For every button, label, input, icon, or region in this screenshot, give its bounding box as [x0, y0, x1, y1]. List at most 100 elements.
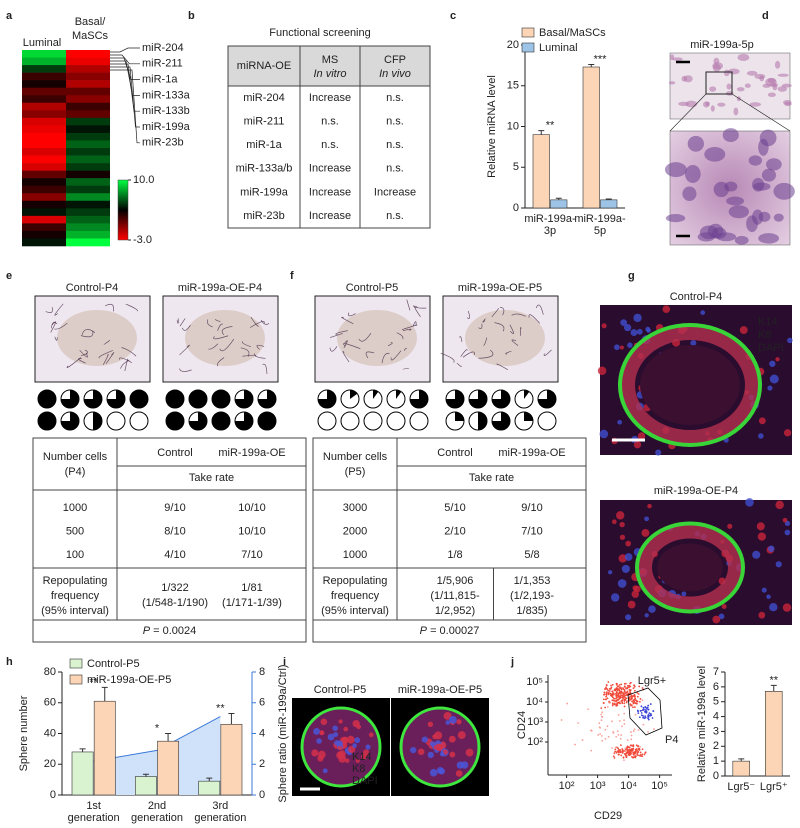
event-dot: [615, 735, 618, 738]
nucleus: [341, 736, 349, 743]
event-dot: [608, 691, 610, 694]
x-tick-label: miR-199a-: [574, 213, 626, 225]
heatmap-cell: [22, 102, 66, 111]
duct-k8: [638, 524, 742, 611]
event-dot: [642, 723, 645, 726]
duct: [381, 352, 390, 364]
event-dot: [614, 746, 617, 749]
y-tick-label: 5: [713, 696, 719, 708]
x-tick-label: Lgr5⁺: [760, 781, 788, 793]
bar: [198, 780, 221, 796]
nucleus: [775, 500, 784, 510]
colorbar-tick-label: 10.0: [133, 174, 154, 186]
table-cell: 1/835): [516, 605, 547, 617]
event-dot: [607, 701, 610, 704]
heatmap-cell: [66, 102, 110, 111]
table-border: [227, 45, 431, 229]
event-dot: [613, 752, 616, 755]
heatmap-cell: [22, 117, 66, 126]
table-cell: 1/5,906: [437, 575, 474, 587]
bar: [765, 691, 783, 777]
take-rate-sector: [524, 390, 530, 399]
duct: [505, 350, 512, 355]
y-axis-label: Relative miR-199a level: [696, 666, 708, 782]
nucleus: [456, 719, 462, 725]
event-dot: [602, 702, 605, 704]
duct: [520, 327, 522, 336]
nucleus: [697, 232, 715, 242]
event-dot: [653, 728, 655, 730]
heatmap-cell: [22, 185, 66, 194]
table-cell: n.s.: [321, 139, 339, 151]
event-dot: [644, 710, 647, 713]
table-cell: (1/11,815-: [430, 590, 480, 602]
nucleus: [752, 550, 761, 559]
cell: [744, 83, 751, 88]
x-tick-label: generation: [194, 812, 246, 824]
nucleus: [636, 328, 643, 335]
cell: [681, 75, 687, 82]
cell: [759, 75, 765, 82]
table-cell: miR-133a/b: [236, 163, 293, 175]
take-rate-sector: [189, 412, 207, 430]
gate: [627, 687, 663, 736]
y-tick-label: 0: [513, 202, 519, 214]
table-title: Functional screening: [269, 27, 371, 39]
nucleus: [355, 758, 360, 763]
x-tick-label: 10⁴: [620, 780, 637, 792]
event-dot: [646, 706, 649, 709]
event-dot: [606, 691, 608, 694]
heatmap-cell: [22, 223, 66, 232]
zoom-box: [705, 71, 733, 95]
mirna-label: miR-211: [142, 58, 183, 70]
event-dot: [619, 737, 622, 740]
event-dot: [616, 746, 618, 749]
bar: [550, 199, 568, 209]
nucleus: [619, 534, 626, 540]
error-bar: [555, 197, 562, 200]
heatmap-cell: [66, 140, 110, 149]
nucleus: [597, 366, 607, 376]
event-dot: [641, 748, 644, 751]
event-dot: [621, 696, 624, 699]
take-rate-pie: [409, 411, 429, 431]
duct: [254, 353, 266, 359]
nucleus: [773, 213, 784, 222]
nucleus: [718, 613, 725, 620]
take-rate-pie: [340, 411, 360, 431]
cell: [736, 96, 741, 102]
x-axis-label: CD29: [594, 810, 622, 822]
nucleus: [465, 748, 474, 757]
event-dot: [630, 755, 633, 758]
duct: [208, 343, 219, 350]
duct: [459, 336, 463, 343]
heatmap-cell: [66, 200, 110, 209]
duct: [460, 349, 468, 357]
nucleus: [773, 182, 795, 200]
event-dot: [613, 757, 616, 759]
nucleus: [623, 324, 632, 332]
event-dot: [625, 701, 628, 704]
mirna-label: miR-23b: [142, 137, 184, 149]
event-dot: [620, 734, 623, 736]
table-cell: miR-204: [243, 92, 285, 104]
table-header: Number cells: [323, 451, 388, 463]
table-cell: Repopulating: [43, 575, 108, 587]
event-dot: [612, 692, 614, 694]
nucleus: [448, 735, 456, 743]
mirna-label: miR-133b: [142, 105, 190, 117]
nucleus: [664, 162, 687, 178]
event-dot: [628, 686, 630, 689]
y-tick-label: 0: [50, 789, 56, 801]
nucleus: [782, 603, 792, 612]
nucleus: [727, 523, 733, 529]
event-dot: [632, 701, 635, 704]
duct: [413, 305, 427, 309]
nucleus: [633, 313, 642, 323]
table-cell: 5/10: [444, 502, 465, 514]
event-dot: [622, 688, 625, 691]
table-cell: Increase: [374, 186, 416, 198]
nucleus: [682, 186, 697, 201]
nucleus: [336, 740, 343, 747]
event-dot: [616, 702, 619, 704]
